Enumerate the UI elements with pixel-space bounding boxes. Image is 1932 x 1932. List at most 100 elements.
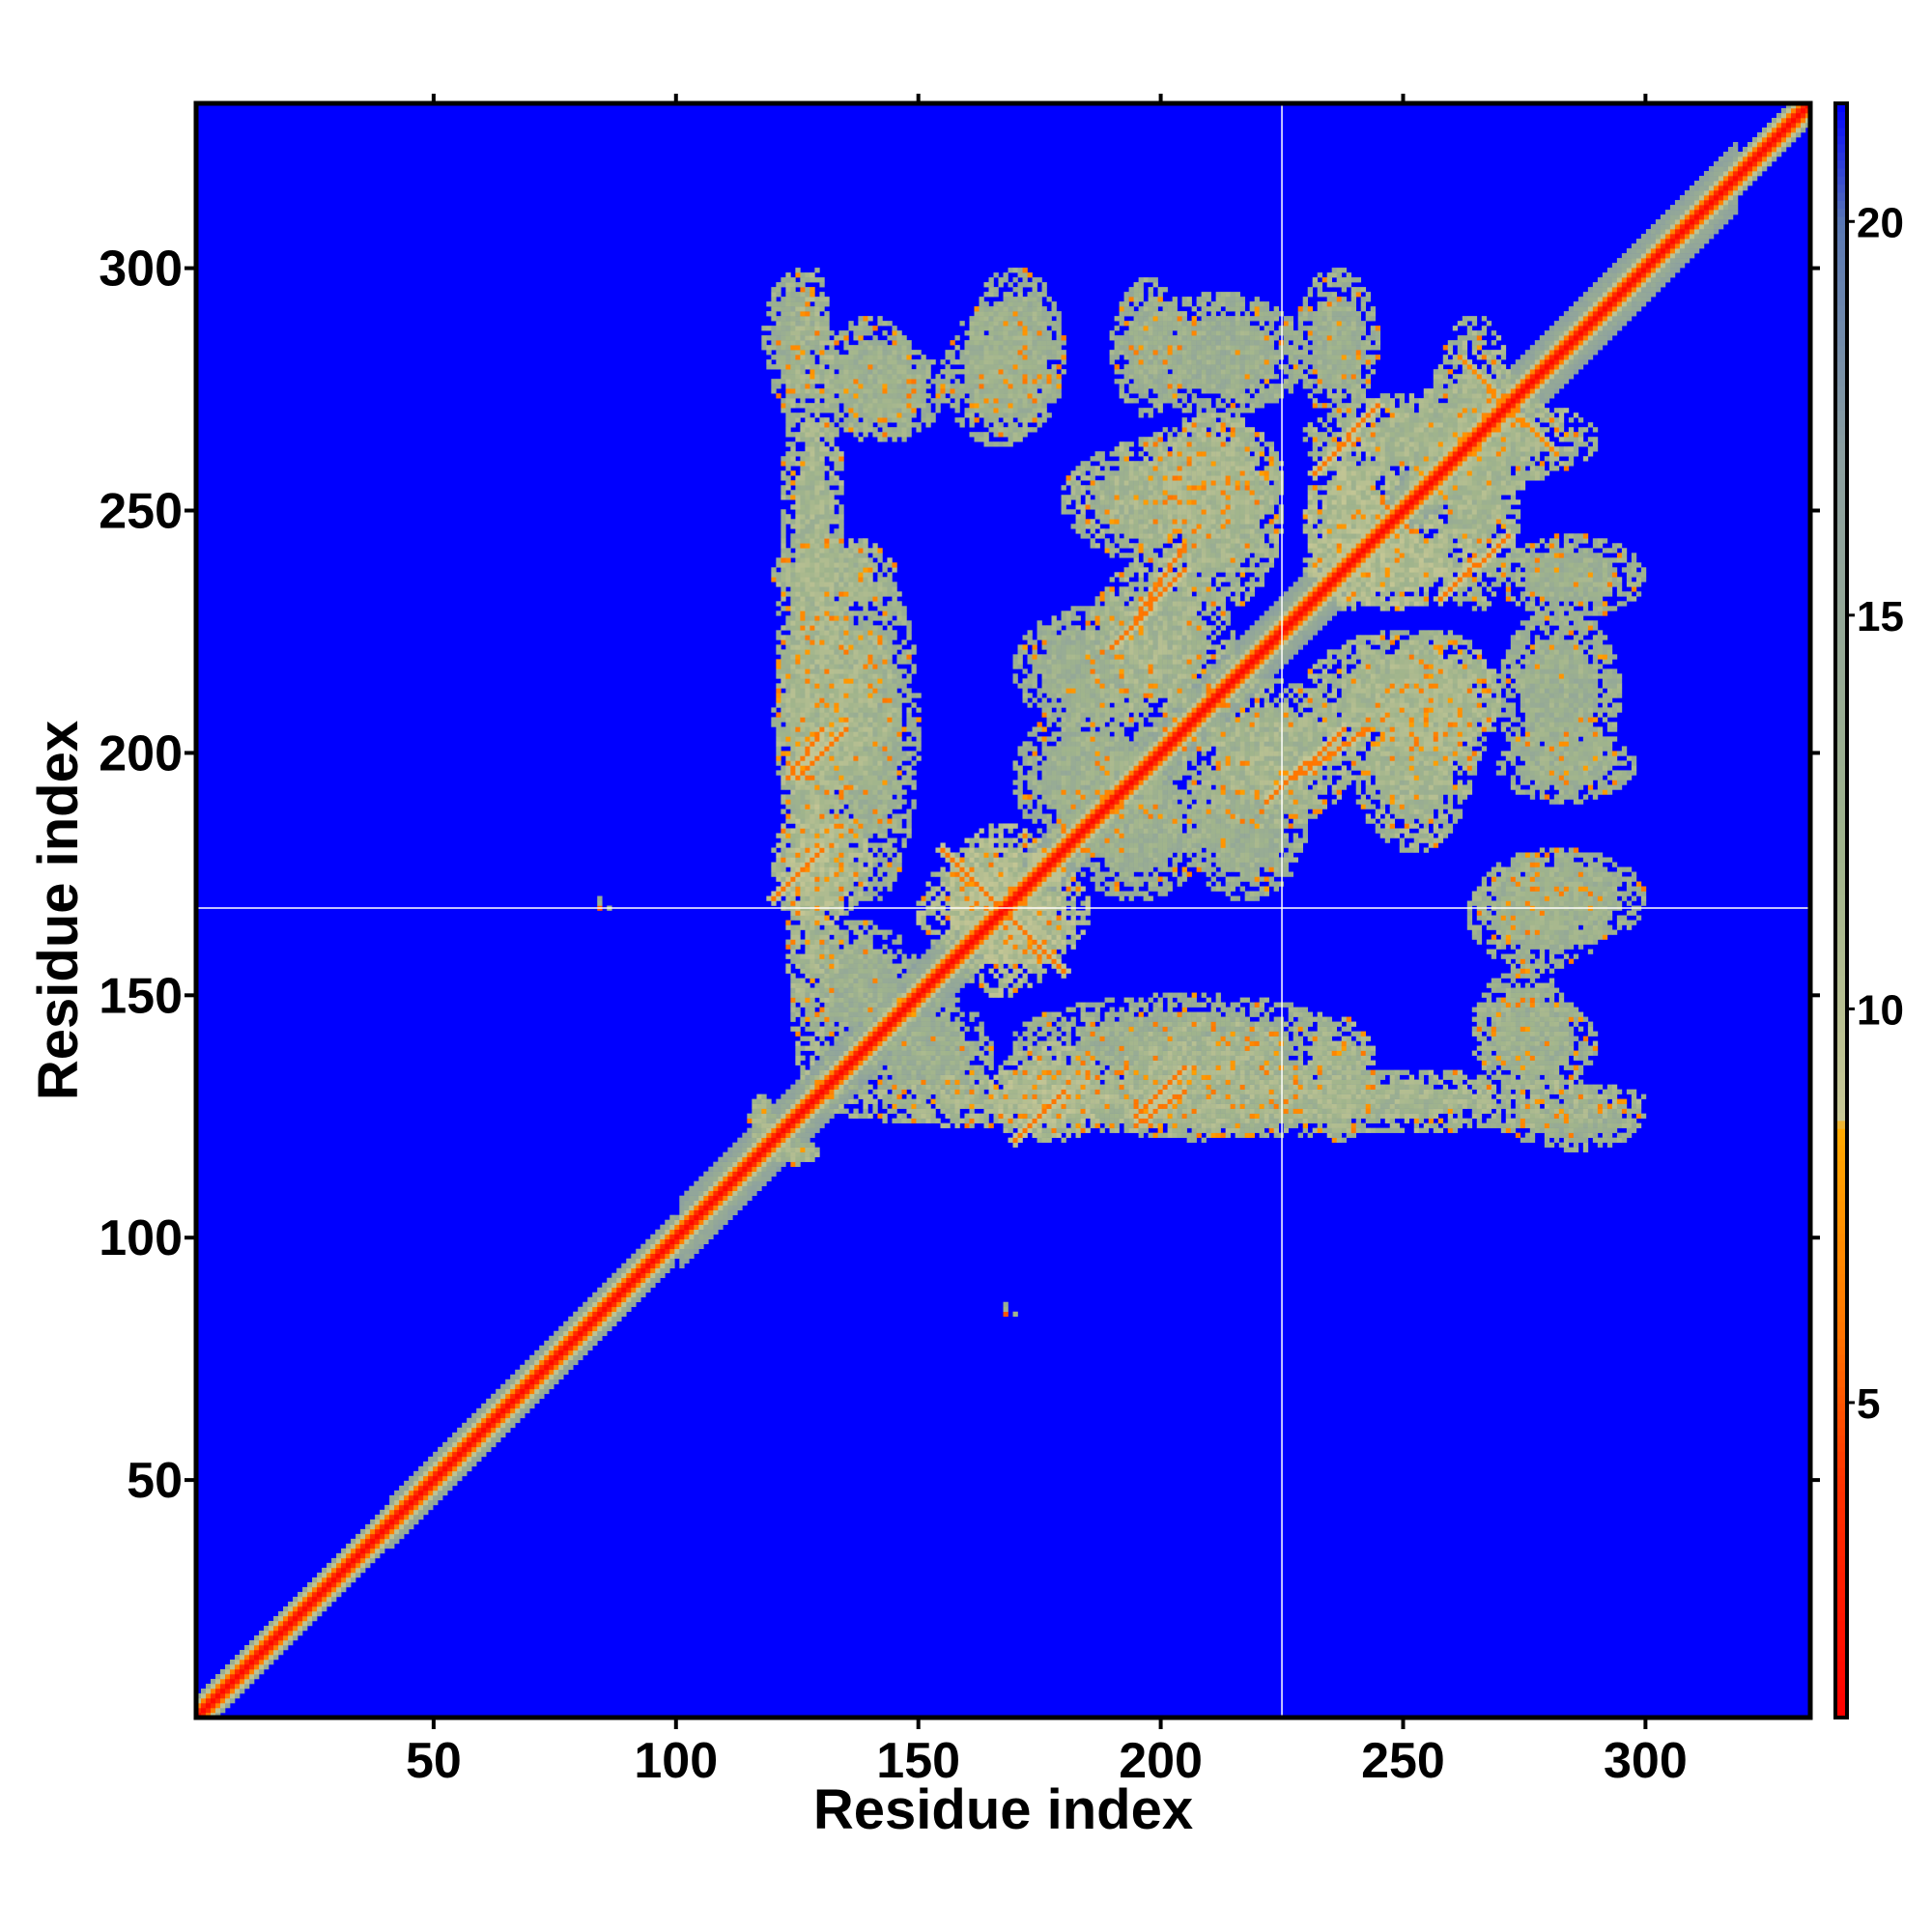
heatmap-cell xyxy=(781,1119,785,1123)
heatmap-cell xyxy=(819,606,824,611)
heatmap-cell xyxy=(858,736,863,741)
heatmap-cell xyxy=(819,282,824,287)
heatmap-cell xyxy=(404,1505,409,1510)
heatmap-cell xyxy=(834,741,838,746)
heatmap-cell xyxy=(631,1293,636,1297)
heatmap-cell xyxy=(723,1152,727,1157)
heatmap-cell xyxy=(867,649,872,654)
heatmap-cell xyxy=(877,601,882,606)
heatmap-cell xyxy=(790,567,795,572)
heatmap-cell xyxy=(814,379,819,384)
heatmap-cell xyxy=(336,1553,341,1558)
heatmap-cell xyxy=(781,461,785,466)
heatmap-cell xyxy=(689,1206,694,1210)
heatmap-cell xyxy=(481,1442,486,1447)
heatmap-cell xyxy=(781,1133,785,1138)
heatmap-cell xyxy=(901,606,906,611)
heatmap-cell xyxy=(771,1109,776,1114)
heatmap-cell xyxy=(718,1220,723,1225)
heatmap-cell xyxy=(824,804,829,809)
heatmap-cell xyxy=(853,543,858,548)
heatmap-cell xyxy=(351,1563,355,1568)
heatmap-cell xyxy=(814,959,819,964)
heatmap-cell xyxy=(351,1539,355,1544)
heatmap-cell xyxy=(824,301,829,306)
heatmap-cell xyxy=(761,1148,766,1152)
heatmap-cell xyxy=(790,456,795,461)
heatmap-cell xyxy=(901,350,906,355)
heatmap-cell xyxy=(829,668,834,673)
heatmap-cell xyxy=(867,688,872,693)
heatmap-cell xyxy=(766,1099,771,1104)
heatmap-cell xyxy=(853,789,858,794)
heatmap-cell xyxy=(872,369,877,374)
heatmap-cell xyxy=(853,1022,858,1027)
heatmap-cell xyxy=(824,916,829,921)
heatmap-cell xyxy=(843,417,848,422)
heatmap-cell xyxy=(843,842,848,847)
heatmap-cell xyxy=(795,326,800,330)
heatmap-cell xyxy=(684,1215,689,1220)
heatmap-cell xyxy=(858,726,863,731)
heatmap-cell xyxy=(805,364,810,369)
heatmap-cell xyxy=(781,528,785,533)
heatmap-cell xyxy=(863,374,867,379)
heatmap-cell xyxy=(848,422,853,427)
heatmap-cell xyxy=(838,1056,843,1061)
heatmap-cell xyxy=(892,1065,896,1070)
heatmap-cell xyxy=(795,760,800,765)
heatmap-cell xyxy=(858,393,863,398)
heatmap-cell xyxy=(814,422,819,427)
heatmap-cell xyxy=(795,615,800,620)
heatmap-cell xyxy=(785,678,790,683)
heatmap-cell xyxy=(496,1408,500,1413)
heatmap-cell xyxy=(520,1399,525,1404)
heatmap-cell xyxy=(901,998,906,1003)
heatmap-cell xyxy=(781,596,785,601)
heatmap-cell xyxy=(887,359,892,364)
heatmap-cell xyxy=(848,1080,853,1085)
heatmap-cell xyxy=(882,606,887,611)
heatmap-cell xyxy=(824,876,829,881)
heatmap-cell xyxy=(829,707,834,712)
heatmap-cell xyxy=(867,862,872,867)
heatmap-cell xyxy=(206,1708,211,1713)
heatmap-cell xyxy=(752,1123,756,1128)
heatmap-cell xyxy=(819,1008,824,1012)
heatmap-cell xyxy=(863,765,867,770)
heatmap-cell xyxy=(481,1452,486,1457)
heatmap-cell xyxy=(863,635,867,639)
heatmap-cell xyxy=(838,693,843,697)
heatmap-cell xyxy=(650,1235,655,1239)
heatmap-cell xyxy=(496,1389,500,1394)
heatmap-cell xyxy=(896,659,901,664)
heatmap-cell xyxy=(824,862,829,867)
heatmap-cell xyxy=(805,437,810,441)
heatmap-cell xyxy=(781,809,785,813)
heatmap-cell xyxy=(254,1655,259,1660)
heatmap-cell xyxy=(863,659,867,664)
heatmap-cell xyxy=(848,1037,853,1041)
heatmap-cell xyxy=(843,823,848,828)
heatmap-cell xyxy=(795,596,800,601)
heatmap-cell xyxy=(805,272,810,277)
heatmap-cell xyxy=(824,1012,829,1017)
heatmap-cell xyxy=(877,1051,882,1056)
heatmap-cell xyxy=(834,751,838,755)
heatmap-cell xyxy=(810,485,814,490)
heatmap-cell xyxy=(307,1587,312,1592)
heatmap-cell xyxy=(853,876,858,881)
heatmap-cell xyxy=(467,1447,471,1452)
heatmap-cell xyxy=(877,591,882,596)
heatmap-cell xyxy=(235,1674,240,1679)
heatmap-cell xyxy=(785,398,790,403)
heatmap-cell xyxy=(887,432,892,437)
heatmap-cell xyxy=(819,717,824,722)
heatmap-cell xyxy=(689,1210,694,1215)
heatmap-cell xyxy=(814,1104,819,1109)
heatmap-cell xyxy=(814,755,819,760)
heatmap-cell xyxy=(476,1437,481,1442)
heatmap-cell xyxy=(829,979,834,983)
heatmap-cell xyxy=(829,1114,834,1119)
heatmap-cell xyxy=(824,1027,829,1032)
